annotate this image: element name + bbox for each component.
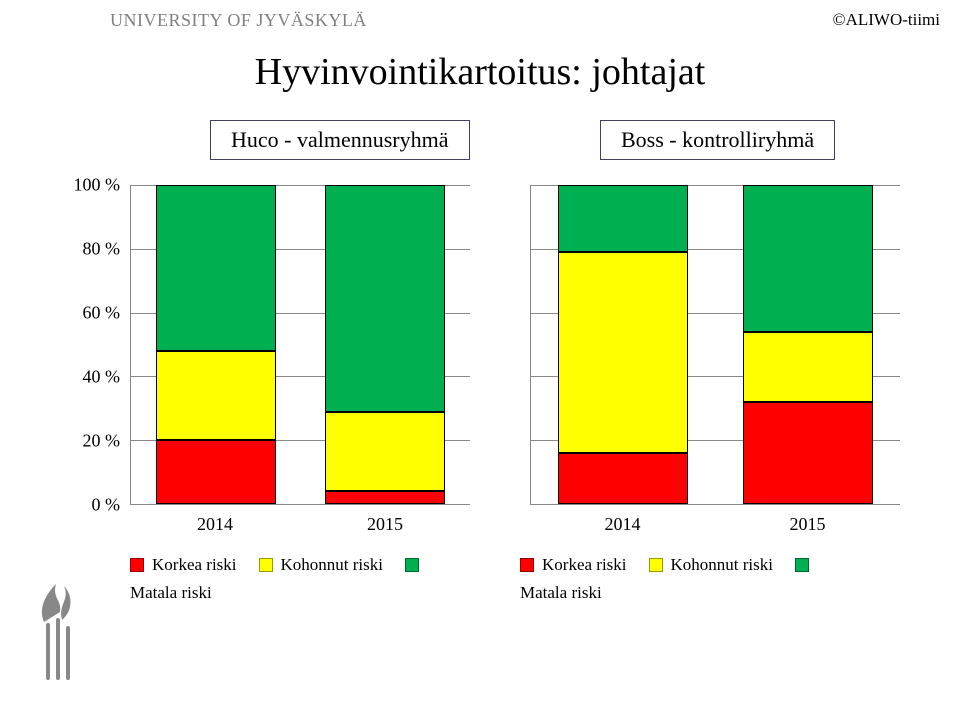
chart-boss: 2014 2015 [510,185,910,545]
torch-icon [28,570,88,680]
legends-row: Korkea riski Kohonnut riski Matala riski K… [60,555,920,603]
legend-swatch-korkea [520,558,534,572]
bar-segment-kohonnut [743,332,873,402]
legend-swatch-matala [795,558,809,572]
legend-label: Kohonnut riski [281,555,383,575]
y-label-0: 0 % [60,495,120,516]
subtitle-right: Boss - kontrolliryhmä [600,120,835,160]
bar [743,185,873,504]
x-labels-right: 2014 2015 [530,514,900,535]
bar-segment-korkea [325,491,445,504]
header: UNIVERSITY OF JYVÄSKYLÄ ©ALIWO-tiimi [0,10,960,40]
y-label-80: 80 % [60,239,120,260]
bar [156,185,276,504]
x-labels-left: 2014 2015 [130,514,470,535]
legend-label: Korkea riski [542,555,627,575]
legend-label: Matala riski [130,583,212,603]
bar-segment-kohonnut [558,252,688,453]
university-name: UNIVERSITY OF JYVÄSKYLÄ [110,10,367,31]
bar-segment-matala [743,185,873,332]
legend-swatch-kohonnut [649,558,663,572]
y-label-100: 100 % [60,175,120,196]
legend-swatch-korkea [130,558,144,572]
charts-row: 100 % 80 % 60 % 40 % 20 % 0 % 2014 2015 [60,185,920,585]
slide: UNIVERSITY OF JYVÄSKYLÄ ©ALIWO-tiimi Hyv… [0,0,960,720]
legend-left: Korkea riski Kohonnut riski Matala riski [60,555,480,603]
bar-segment-kohonnut [325,412,445,492]
y-label-40: 40 % [60,367,120,388]
plot-area-right [530,185,900,505]
legend-label: Korkea riski [152,555,237,575]
legend-label: Matala riski [520,583,602,603]
y-label-60: 60 % [60,303,120,324]
subtitle-left: Huco - valmennusryhmä [210,120,470,160]
bars-right [531,185,900,504]
bar-segment-matala [325,185,445,411]
subtitle-row: Huco - valmennusryhmä Boss - kontrolliry… [0,120,960,170]
bar [558,185,688,504]
bar-segment-matala [558,185,688,252]
bar-segment-korkea [156,440,276,504]
legend-swatch-matala [405,558,419,572]
bar-segment-korkea [558,453,688,504]
y-label-20: 20 % [60,431,120,452]
legend-label: Kohonnut riski [671,555,773,575]
bar [325,185,445,504]
x-label: 2015 [743,514,873,535]
x-label: 2014 [155,514,275,535]
credit-text: ©ALIWO-tiimi [833,10,940,30]
chart-huco: 100 % 80 % 60 % 40 % 20 % 0 % 2014 2015 [60,185,480,545]
plot-area-left [130,185,470,505]
bar-segment-matala [156,185,276,351]
bars-left [131,185,470,504]
legend-right: Korkea riski Kohonnut riski Matala riski [510,555,910,603]
x-label: 2015 [325,514,445,535]
bar-segment-kohonnut [156,351,276,440]
x-label: 2014 [558,514,688,535]
bar-segment-korkea [743,402,873,504]
legend-swatch-kohonnut [259,558,273,572]
page-title: Hyvinvointikartoitus: johtajat [0,50,960,94]
